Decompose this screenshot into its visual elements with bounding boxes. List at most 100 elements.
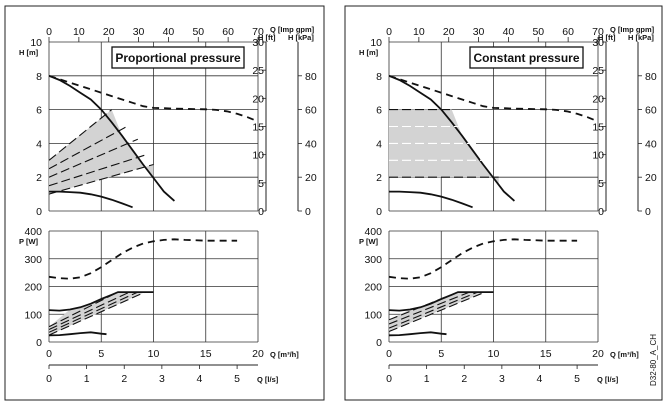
tick-label-q-ls: 2 (461, 373, 467, 385)
axis-label-q-ls: Q [l/s] (597, 375, 619, 384)
tick-label-q-m3h: 10 (488, 348, 500, 360)
tick-label-gpm: 40 (503, 26, 515, 38)
tick-label-h-m: 4 (36, 138, 42, 150)
tick-label-q-m3h: 5 (438, 348, 444, 360)
tick-label-p-w: 400 (364, 226, 382, 238)
axis-label-gpm: Q [Imp gpm] (610, 25, 655, 34)
tick-label-h-m: 6 (36, 105, 42, 117)
tick-label-q-m3h: 0 (46, 348, 52, 360)
tick-label-h-ft: 25 (592, 65, 604, 77)
axis-label-p-w: P [W] (359, 237, 379, 246)
tick-label-h-ft: 25 (252, 65, 264, 77)
head-curve-min-curve (49, 190, 133, 209)
tick-label-h-ft: 10 (592, 150, 604, 162)
chart-title: Proportional pressure (115, 51, 241, 65)
tick-label-gpm: 10 (413, 26, 425, 38)
tick-label-q-ls: 3 (499, 373, 505, 385)
tick-label-p-w: 300 (24, 254, 42, 266)
tick-label-gpm: 70 (252, 26, 264, 38)
power-curve-setpoint-line (49, 291, 130, 330)
tick-label-h-kpa: 20 (305, 172, 317, 184)
tick-label-h-m: 4 (376, 138, 382, 150)
tick-label-h-ft: 30 (252, 37, 264, 49)
chart-title-box (111, 46, 245, 69)
panel-frame (4, 5, 325, 401)
head-curve-max-curve (49, 74, 258, 123)
tick-label-q-ls: 1 (84, 373, 90, 385)
tick-label-h-kpa: 20 (645, 172, 657, 184)
tick-label-p-w: 400 (24, 226, 42, 238)
chart-title-box (469, 46, 584, 69)
tick-label-gpm: 50 (532, 26, 544, 38)
tick-label-q-ls: 2 (121, 373, 127, 385)
power-curve-setpoint-line (389, 291, 486, 333)
tick-label-h-ft: 30 (592, 37, 604, 49)
head-curve-setpoint-line (49, 109, 113, 161)
tick-label-q-m3h: 15 (200, 348, 212, 360)
head-curve-region-boundary (49, 74, 175, 202)
tick-label-q-m3h: 5 (98, 348, 104, 360)
tick-label-q-m3h: 10 (148, 348, 160, 360)
axis-label-q-m3h: Q [m³/h] (610, 350, 639, 359)
power-curve-setpoint-line (389, 291, 479, 329)
head-curve-region-boundary (389, 74, 515, 202)
tick-label-gpm: 70 (592, 26, 604, 38)
tick-label-h-ft: 5 (258, 178, 264, 190)
tick-label-gpm: 10 (73, 26, 85, 38)
axis-label-q-ls: Q [l/s] (257, 375, 279, 384)
tick-label-q-ls: 4 (197, 373, 203, 385)
tick-label-p-w: 100 (24, 309, 42, 321)
axis-label-h-kpa: H [kPa] (628, 33, 654, 42)
head-plot-area (389, 74, 598, 209)
shaded-control-region (389, 109, 499, 185)
head-curve-setpoint-line (49, 125, 129, 170)
tick-label-h-m: 0 (376, 206, 382, 218)
tick-label-h-ft: 0 (598, 206, 604, 218)
tick-label-h-ft: 15 (252, 122, 264, 134)
tick-label-h-ft: 15 (592, 122, 604, 134)
tick-label-h-kpa: 60 (645, 105, 657, 117)
axis-label-gpm: Q [Imp gpm] (270, 25, 315, 34)
tick-label-q-ls: 4 (537, 373, 543, 385)
power-curve-curve (49, 291, 154, 312)
power-curve-curve (49, 331, 107, 337)
tick-label-h-m: 2 (36, 172, 42, 184)
tick-label-h-ft: 5 (598, 178, 604, 190)
shaded-power-region (389, 292, 486, 332)
tick-label-p-w: 200 (24, 282, 42, 294)
axis-label-h-ft: H [ft] (258, 33, 276, 42)
tick-label-h-kpa: 80 (645, 71, 657, 83)
tick-label-p-w: 0 (376, 337, 382, 349)
tick-label-q-ls: 3 (159, 373, 165, 385)
tick-label-h-kpa: 60 (305, 105, 317, 117)
tick-label-h-m: 6 (376, 105, 382, 117)
power-curve-setpoint-line (389, 291, 470, 325)
tick-label-p-w: 100 (364, 309, 382, 321)
power-curve-curve (389, 331, 447, 337)
axis-label-q-m3h: Q [m³/h] (270, 350, 299, 359)
power-plot-area (389, 238, 578, 337)
tick-label-q-ls: 5 (234, 373, 240, 385)
tick-label-gpm: 60 (222, 26, 234, 38)
tick-label-q-m3h: 20 (592, 348, 604, 360)
tick-label-gpm: 20 (103, 26, 115, 38)
head-curve-setpoint-line (49, 153, 148, 187)
chart-title: Constant pressure (473, 51, 579, 65)
power-curve-setpoint-line (49, 291, 139, 333)
tick-label-q-ls: 0 (386, 373, 392, 385)
tick-label-h-kpa: 40 (645, 138, 657, 150)
tick-label-gpm: 0 (46, 26, 52, 38)
tick-label-h-m: 2 (376, 172, 382, 184)
tick-label-h-m: 8 (36, 71, 42, 83)
tick-label-gpm: 20 (443, 26, 455, 38)
power-curve-setpoint-line (49, 291, 146, 336)
axis-label-h-m: H [m] (359, 48, 379, 57)
tick-label-q-ls: 0 (46, 373, 52, 385)
power-plot-area (49, 238, 238, 337)
tick-label-h-kpa: 40 (305, 138, 317, 150)
shaded-control-region (49, 109, 154, 195)
